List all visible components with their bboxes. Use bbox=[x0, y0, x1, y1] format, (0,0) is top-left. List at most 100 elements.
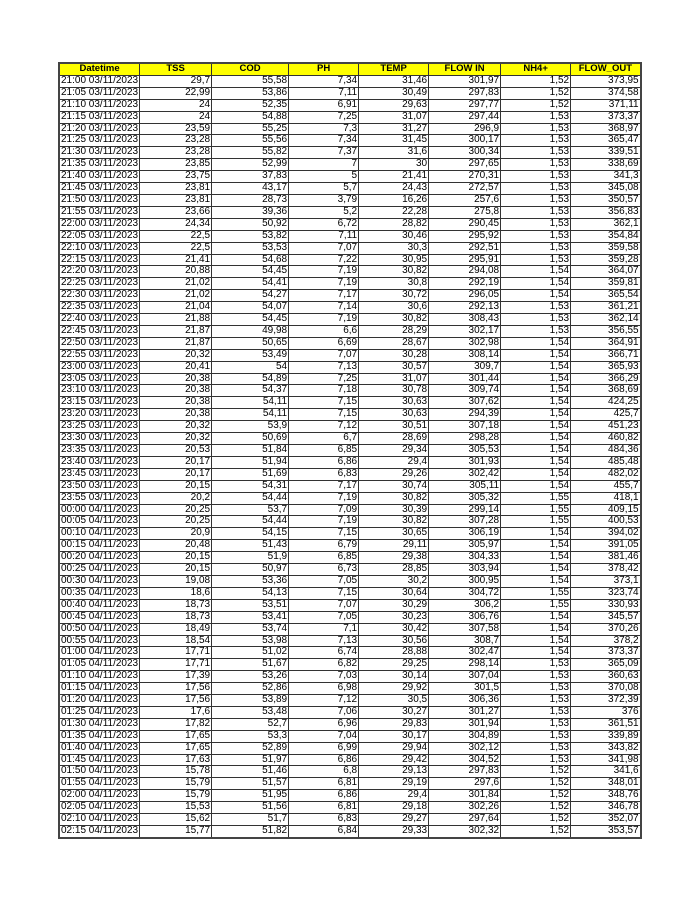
cell-nh4: 1,53 bbox=[500, 170, 572, 184]
cell-nh4: 1,54 bbox=[500, 610, 572, 624]
cell-flow-in: 297,83 bbox=[428, 86, 502, 100]
cell-ph: 7,25 bbox=[288, 372, 360, 386]
cell-flow-in: 303,94 bbox=[428, 563, 502, 576]
cell-tss: 21,02 bbox=[139, 277, 213, 291]
cell-tss: 21,04 bbox=[139, 301, 213, 315]
cell-cod: 52,99 bbox=[211, 158, 290, 172]
table-row: 21:55 03/11/2023 23,66 39,36 5,2 22,28 275,8 1… bbox=[58, 205, 642, 219]
cell-datetime: 21:00 03/11/2023 bbox=[58, 74, 141, 88]
cell-nh4: 1,54 bbox=[500, 479, 572, 493]
cell-flow-in: 292,13 bbox=[428, 301, 502, 315]
cell-flow-out: 348,76 bbox=[570, 789, 642, 803]
cell-flow-in: 299,14 bbox=[428, 503, 502, 517]
cell-nh4: 1,52 bbox=[500, 86, 572, 100]
cell-cod: 53,49 bbox=[211, 348, 290, 362]
table-row: 23:15 03/11/2023 20,38 54,11 7,15 30,63 307,6… bbox=[58, 396, 642, 410]
cell-temp: 30,51 bbox=[358, 420, 430, 434]
cell-flow-out: 485,48 bbox=[570, 455, 642, 469]
cell-temp: 29,18 bbox=[358, 801, 430, 815]
cell-datetime: 21:40 03/11/2023 bbox=[58, 170, 141, 184]
cell-temp: 29,34 bbox=[358, 444, 430, 457]
cell-tss: 17,6 bbox=[139, 705, 213, 719]
cell-ph: 6,99 bbox=[288, 741, 360, 755]
cell-nh4: 1,54 bbox=[500, 574, 572, 588]
cell-temp: 30,57 bbox=[358, 360, 430, 374]
cell-datetime: 00:20 04/11/2023 bbox=[58, 551, 141, 565]
cell-temp: 29,92 bbox=[358, 682, 430, 696]
column-header-temp: TEMP bbox=[358, 62, 430, 76]
cell-ph: 7,11 bbox=[288, 229, 360, 243]
cell-datetime: 00:30 04/11/2023 bbox=[58, 574, 141, 588]
cell-ph: 7,11 bbox=[288, 86, 360, 100]
cell-nh4: 1,53 bbox=[500, 729, 572, 743]
cell-temp: 30,5 bbox=[358, 694, 430, 707]
table-row: 23:35 03/11/2023 20,53 51,84 6,85 29,34 305,5… bbox=[58, 444, 642, 457]
cell-flow-out: 345,57 bbox=[570, 610, 642, 624]
cell-cod: 54,15 bbox=[211, 527, 290, 541]
cell-flow-out: 425,7 bbox=[570, 408, 642, 422]
cell-nh4: 1,54 bbox=[500, 336, 572, 350]
cell-datetime: 23:30 03/11/2023 bbox=[58, 432, 141, 445]
cell-flow-in: 297,65 bbox=[428, 158, 502, 172]
table-row: 21:05 03/11/2023 22,99 53,86 7,11 30,49 297,8… bbox=[58, 86, 642, 100]
cell-datetime: 22:55 03/11/2023 bbox=[58, 348, 141, 362]
cell-flow-in: 302,42 bbox=[428, 467, 502, 481]
cell-flow-out: 359,81 bbox=[570, 277, 642, 291]
cell-flow-in: 302,47 bbox=[428, 646, 502, 660]
cell-flow-out: 348,01 bbox=[570, 777, 642, 791]
cell-cod: 50,92 bbox=[211, 217, 290, 231]
cell-cod: 51,02 bbox=[211, 646, 290, 660]
cell-tss: 17,65 bbox=[139, 741, 213, 755]
cell-ph: 7,07 bbox=[288, 598, 360, 612]
cell-ph: 6,6 bbox=[288, 324, 360, 338]
cell-temp: 30,82 bbox=[358, 313, 430, 326]
cell-ph: 6,86 bbox=[288, 455, 360, 469]
cell-flow-in: 290,45 bbox=[428, 217, 502, 231]
cell-nh4: 1,52 bbox=[500, 813, 572, 826]
cell-flow-in: 295,92 bbox=[428, 229, 502, 243]
cell-flow-in: 308,14 bbox=[428, 348, 502, 362]
cell-flow-in: 306,19 bbox=[428, 527, 502, 541]
cell-nh4: 1,53 bbox=[500, 741, 572, 755]
cell-flow-in: 305,32 bbox=[428, 491, 502, 505]
cell-ph: 7,05 bbox=[288, 574, 360, 588]
cell-flow-out: 374,58 bbox=[570, 86, 642, 100]
cell-cod: 51,95 bbox=[211, 789, 290, 803]
cell-nh4: 1,54 bbox=[500, 444, 572, 457]
cell-flow-out: 330,93 bbox=[570, 598, 642, 612]
cell-flow-out: 400,53 bbox=[570, 515, 642, 529]
cell-flow-in: 296,9 bbox=[428, 122, 502, 136]
column-header-ph: PH bbox=[288, 62, 360, 76]
table-row: 21:40 03/11/2023 23,75 37,83 5 21,41 270,31 1,… bbox=[58, 170, 642, 184]
cell-ph: 7,05 bbox=[288, 610, 360, 624]
cell-nh4: 1,54 bbox=[500, 277, 572, 291]
cell-flow-out: 484,36 bbox=[570, 444, 642, 457]
cell-flow-in: 308,43 bbox=[428, 313, 502, 326]
cell-flow-out: 373,1 bbox=[570, 574, 642, 588]
cell-ph: 7,04 bbox=[288, 729, 360, 743]
cell-flow-in: 309,7 bbox=[428, 360, 502, 374]
cell-ph: 6,83 bbox=[288, 813, 360, 826]
cell-ph: 6,82 bbox=[288, 658, 360, 672]
cell-flow-out: 323,74 bbox=[570, 586, 642, 600]
cell-ph: 6,85 bbox=[288, 444, 360, 457]
cell-flow-out: 368,97 bbox=[570, 122, 642, 136]
cell-flow-in: 297,83 bbox=[428, 765, 502, 779]
cell-flow-in: 301,27 bbox=[428, 705, 502, 719]
cell-nh4: 1,53 bbox=[500, 301, 572, 315]
cell-tss: 18,54 bbox=[139, 634, 213, 648]
cell-tss: 15,77 bbox=[139, 824, 213, 839]
cell-cod: 54,68 bbox=[211, 253, 290, 267]
cell-ph: 6,7 bbox=[288, 432, 360, 445]
cell-cod: 54,44 bbox=[211, 515, 290, 529]
cell-tss: 18,73 bbox=[139, 610, 213, 624]
cell-temp: 30,63 bbox=[358, 408, 430, 422]
cell-datetime: 00:45 04/11/2023 bbox=[58, 610, 141, 624]
table-row: 22:10 03/11/2023 22,5 53,53 7,07 30,3 292,51 1… bbox=[58, 241, 642, 255]
cell-tss: 15,53 bbox=[139, 801, 213, 815]
cell-flow-out: 409,15 bbox=[570, 503, 642, 517]
cell-cod: 53,82 bbox=[211, 229, 290, 243]
cell-cod: 52,35 bbox=[211, 98, 290, 112]
table-row: 01:35 04/11/2023 17,65 53,3 7,04 30,17 304,89… bbox=[58, 729, 642, 743]
table-row: 01:55 04/11/2023 15,79 51,57 6,81 29,19 297,6… bbox=[58, 777, 642, 791]
